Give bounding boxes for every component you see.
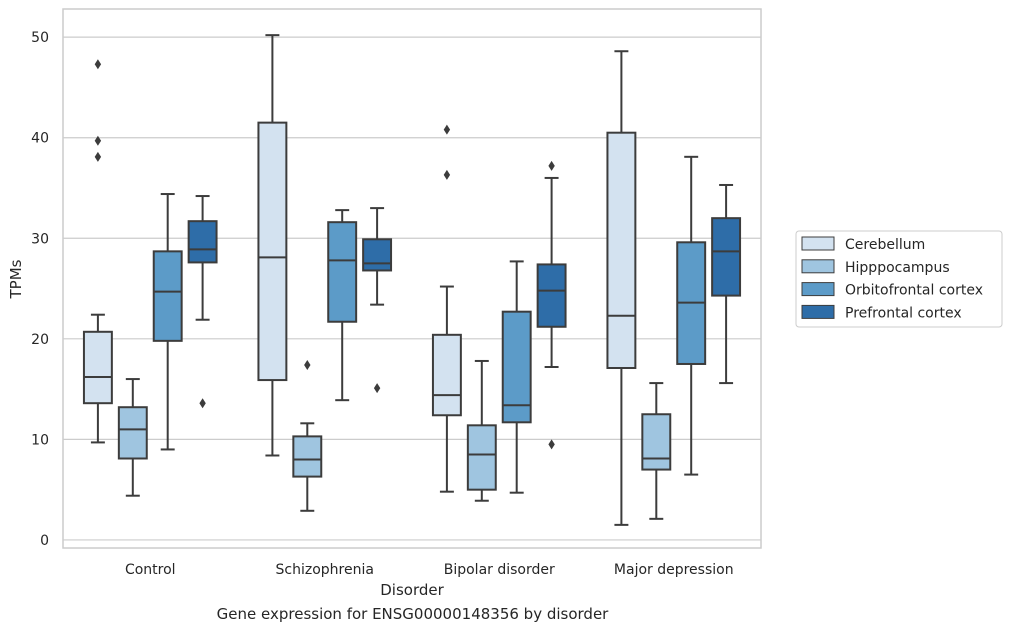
outlier-point [548, 160, 555, 171]
y-tick-label: 20 [31, 332, 49, 348]
outlier-point [94, 59, 102, 70]
legend-item: Orbitofrontal cortex [801, 282, 983, 299]
box [431, 124, 462, 493]
y-tick-label: 30 [31, 231, 49, 247]
box [152, 193, 183, 451]
box [711, 183, 742, 385]
box [676, 155, 707, 476]
series-orbitofrontal-cortex [152, 155, 707, 494]
y-axis-title: TPMs [7, 259, 25, 299]
box-iqr [292, 435, 323, 478]
plot-frame [62, 8, 762, 549]
box [257, 34, 288, 457]
box [117, 378, 148, 497]
outlier-point [373, 383, 381, 394]
legend-label: Hipppocampus [845, 260, 950, 276]
legend-swatch [801, 236, 835, 251]
legend-item: Hipppocampus [801, 259, 950, 276]
outlier-point [548, 439, 555, 450]
outlier-point [443, 169, 451, 180]
chart-caption: Gene expression for ENSG00000148356 by d… [216, 605, 609, 623]
box [536, 160, 567, 450]
legend-item: Prefrontal cortex [801, 304, 962, 321]
legend-label: Prefrontal cortex [845, 305, 962, 321]
box-iqr [431, 333, 462, 417]
box [641, 382, 672, 520]
box-iqr [536, 263, 567, 328]
legend: Cerebellum Hipppocampus Orbitofrontal cort… [795, 230, 1003, 328]
outlier-point [304, 359, 311, 370]
box [501, 260, 532, 494]
box [327, 209, 358, 402]
box-iqr [501, 310, 532, 424]
outlier-point [94, 135, 102, 146]
legend-swatch [801, 304, 835, 319]
box-iqr [362, 238, 393, 272]
y-tick-label: 50 [31, 30, 49, 46]
outlier-point [94, 151, 102, 162]
legend-label: Cerebellum [845, 237, 925, 253]
outlier-point [443, 124, 451, 135]
box [466, 359, 497, 502]
box [606, 50, 637, 526]
series-hipppocampus [117, 359, 672, 520]
y-axis-ticks: 0 10 20 30 40 50 [31, 30, 49, 549]
box [362, 207, 393, 394]
box [187, 195, 218, 409]
legend-frame [795, 230, 1003, 328]
x-tick-label: Major depression [614, 562, 734, 578]
outlier-point [199, 398, 206, 409]
box-iqr [327, 221, 358, 323]
x-tick-label: Control [125, 562, 176, 578]
x-tick-label: Schizophrenia [276, 562, 374, 578]
series-prefrontal-cortex [187, 160, 742, 450]
box-iqr [606, 131, 637, 369]
box-iqr [711, 217, 742, 297]
y-tick-label: 40 [31, 131, 49, 147]
box-iqr [82, 330, 113, 405]
legend-swatch [801, 282, 835, 297]
series-cerebellum [82, 34, 637, 526]
y-tick-label: 0 [40, 533, 49, 549]
box-iqr [641, 413, 672, 471]
legend-item: Cerebellum [801, 236, 925, 253]
y-tick-label: 10 [31, 432, 49, 448]
x-tick-label: Bipolar disorder [444, 562, 555, 578]
box-iqr [152, 250, 183, 342]
box-iqr [117, 406, 148, 460]
x-axis-title: Disorder [380, 581, 444, 599]
box [82, 59, 113, 444]
legend-label: Orbitofrontal cortex [845, 283, 983, 299]
box-plot-series [82, 34, 742, 526]
box-iqr [466, 424, 497, 491]
box-iqr [257, 121, 288, 382]
x-axis-ticks: Control Schizophrenia Bipolar disorder Majo… [125, 562, 734, 578]
legend-swatch [801, 259, 835, 274]
box [292, 359, 323, 512]
box-iqr [187, 220, 218, 264]
